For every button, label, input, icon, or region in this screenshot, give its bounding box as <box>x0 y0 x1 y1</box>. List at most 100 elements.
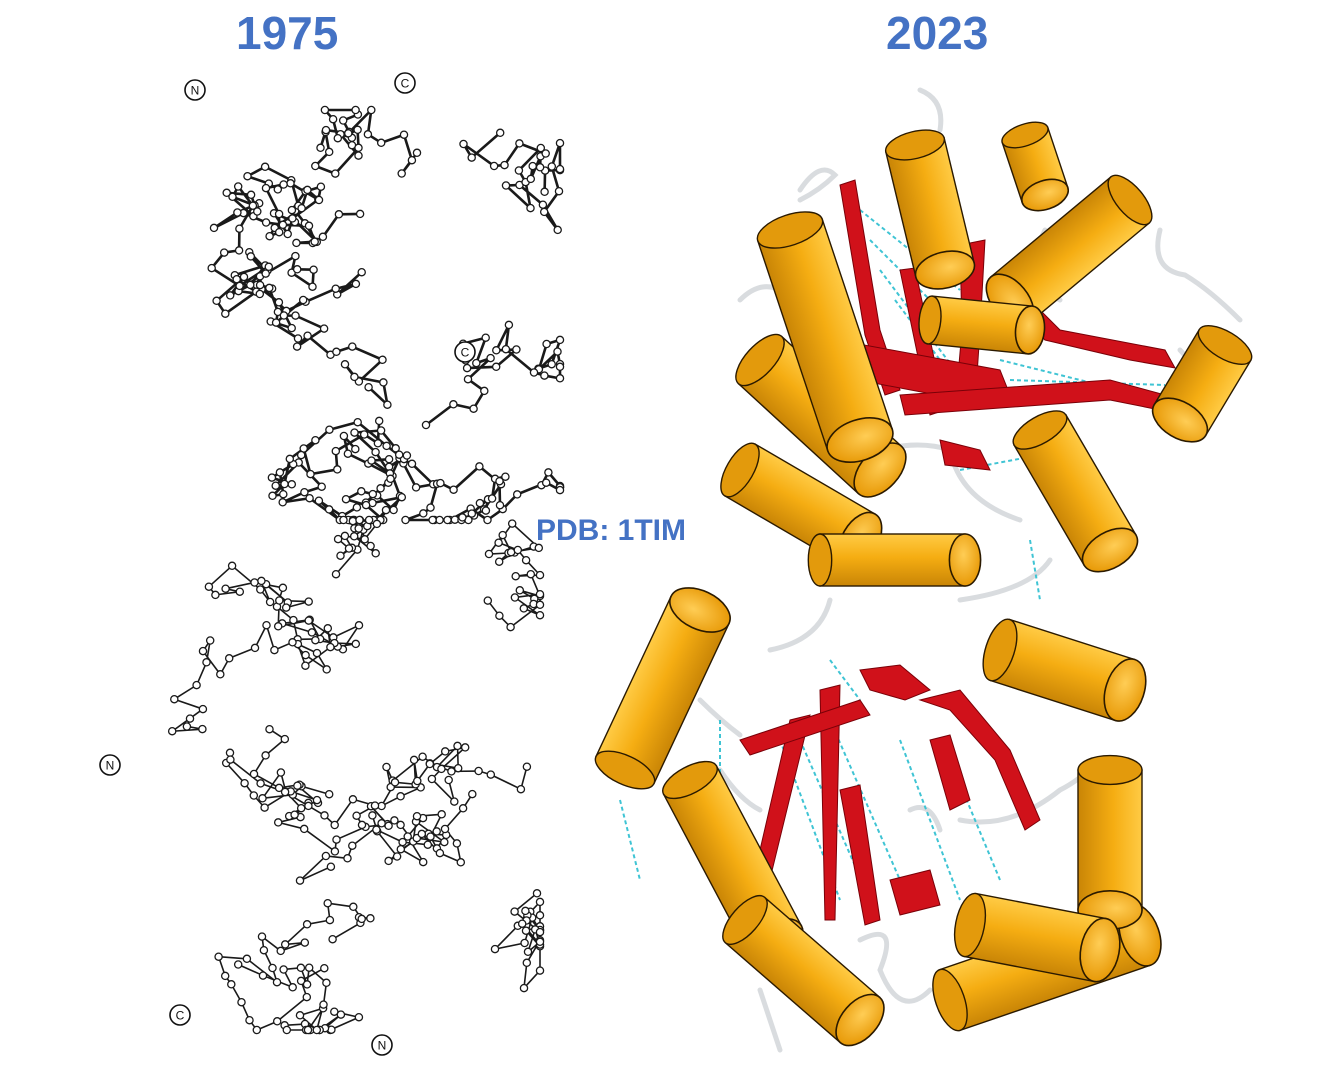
ca-atom <box>339 431 349 441</box>
ca-atom <box>267 473 277 482</box>
ca-atom <box>260 162 270 172</box>
ca-atom <box>378 355 387 365</box>
ca-atom <box>450 797 459 806</box>
helix-front-cap <box>914 250 976 290</box>
ca-atom <box>292 238 301 248</box>
ca-atom <box>319 324 329 333</box>
ca-atom <box>381 505 391 515</box>
ca-atom <box>246 190 256 200</box>
ca-atom <box>512 490 522 499</box>
ca-atom <box>412 811 422 821</box>
ca-atom <box>333 465 342 474</box>
helix-front-cap <box>1103 658 1147 722</box>
ca-atom <box>205 636 215 645</box>
ca-atom <box>397 492 407 502</box>
ca-atom <box>323 624 333 633</box>
ca-atom <box>481 506 491 515</box>
ca-atom <box>324 789 334 799</box>
hbond <box>829 719 901 881</box>
ca-atom <box>544 468 553 477</box>
ca-atom <box>207 263 216 273</box>
ca-atom <box>297 203 306 213</box>
ca-atom <box>320 105 330 115</box>
ca-atom <box>288 983 297 992</box>
ca-atom <box>209 223 219 233</box>
ca-atom <box>474 766 483 776</box>
terminus-marker: N <box>99 754 121 776</box>
ca-atom <box>491 362 501 372</box>
ca-atom <box>376 484 385 493</box>
beta-strand <box>839 179 901 396</box>
ca-atom <box>302 920 312 929</box>
ca-atom <box>360 535 369 544</box>
ca-atom <box>535 911 545 920</box>
ca-atom <box>447 767 456 776</box>
ca-atom <box>293 781 302 790</box>
ca-atom <box>235 224 244 233</box>
ca-atom <box>285 454 295 464</box>
ca-atom <box>273 185 283 194</box>
ca-atom <box>233 208 242 217</box>
ca-atom <box>522 958 532 968</box>
ca-atom <box>513 545 523 555</box>
ca-atom <box>555 164 565 174</box>
ca-atom <box>341 494 351 504</box>
ca-atom <box>521 906 530 916</box>
ca-atom <box>516 784 526 794</box>
ca-atom <box>279 311 289 320</box>
helix-back-cap <box>594 750 656 790</box>
helix-back-cap <box>884 129 946 161</box>
helix-cylinder <box>756 211 894 463</box>
ca-atom <box>459 139 468 149</box>
ca-atom <box>302 992 312 1002</box>
ca-atom <box>542 339 551 349</box>
helix-back-cap <box>735 333 785 387</box>
ca-atom <box>278 583 288 593</box>
ca-atom <box>432 827 441 836</box>
ca-atom <box>357 487 366 496</box>
ca-atom <box>311 635 320 645</box>
ca-atom <box>417 829 427 839</box>
ca-atom <box>316 143 325 153</box>
ca-atom <box>272 977 282 987</box>
ca-atom <box>515 139 524 148</box>
ca-atom <box>325 915 335 925</box>
beta-strand <box>1024 299 1176 369</box>
ca-atom <box>198 724 207 734</box>
ca-atom <box>274 227 284 237</box>
ca-atom <box>278 220 288 230</box>
ca-atom <box>449 485 458 494</box>
ca-atom <box>453 741 462 751</box>
ca-atom <box>501 181 511 190</box>
ca-atom <box>280 940 290 949</box>
ca-atom <box>373 439 383 448</box>
ca-atom <box>421 420 431 430</box>
ca-atom <box>468 789 477 799</box>
ca-atom <box>233 960 243 969</box>
ca-atom <box>227 980 236 989</box>
ca-atom <box>334 210 344 219</box>
ca-atom <box>427 774 437 784</box>
ca-atom <box>255 280 265 290</box>
ca-atom <box>280 787 290 797</box>
terminus-label: C <box>401 77 410 91</box>
ca-atom <box>384 454 394 464</box>
ca-atom <box>523 947 533 957</box>
ca-atom <box>295 1011 305 1020</box>
coil-loop <box>917 87 944 133</box>
ca-atom <box>536 143 546 153</box>
ca-atom <box>490 944 500 954</box>
helix-cylinder <box>807 533 982 587</box>
ca-atom <box>265 724 274 734</box>
ca-atom <box>234 246 244 255</box>
ca-atom <box>340 360 350 369</box>
ca-atom <box>418 857 428 867</box>
ca-atom <box>321 125 331 135</box>
ca-atom <box>240 778 249 788</box>
ca-atom <box>364 382 373 392</box>
helix-back-cap <box>722 894 768 946</box>
ca-atom <box>265 283 274 293</box>
ca-atom <box>303 331 312 340</box>
ca-atom <box>352 811 361 820</box>
ca-atom <box>350 372 359 382</box>
